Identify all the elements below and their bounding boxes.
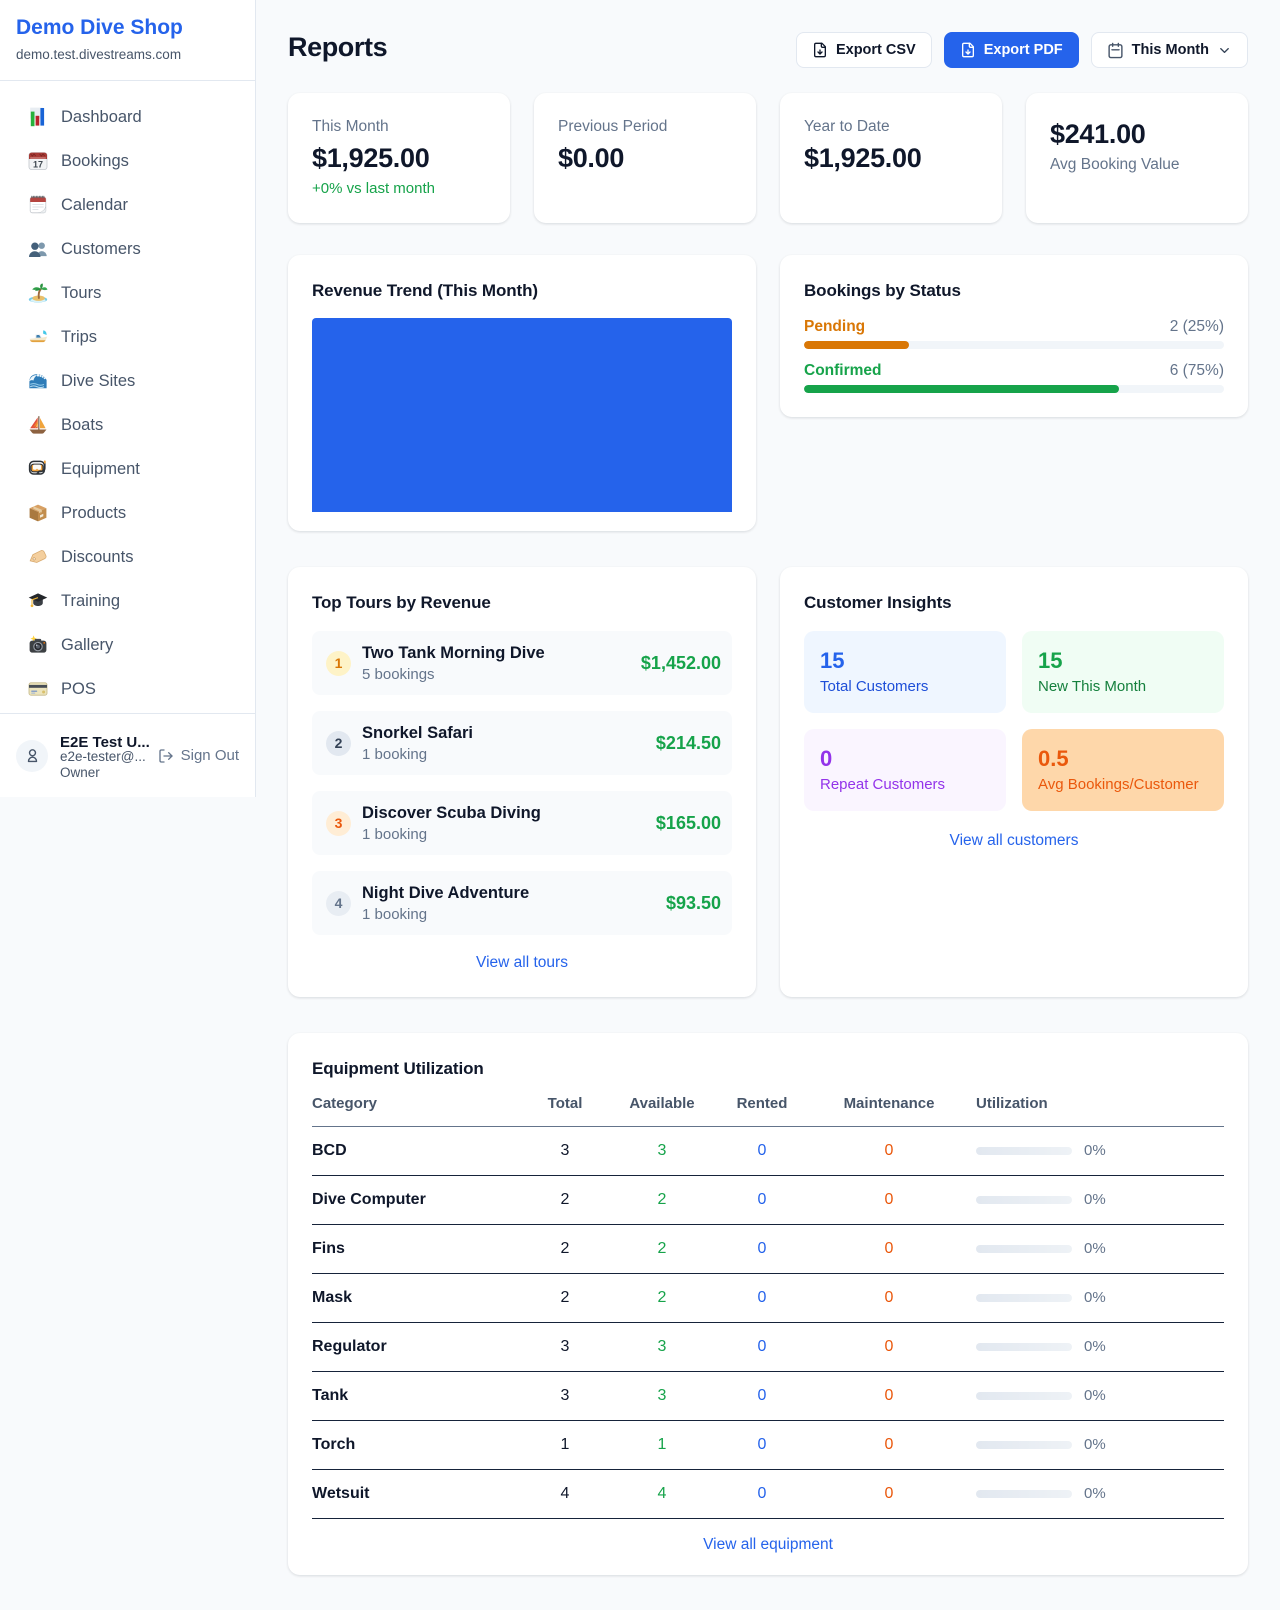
svg-text:17: 17: [33, 159, 43, 169]
